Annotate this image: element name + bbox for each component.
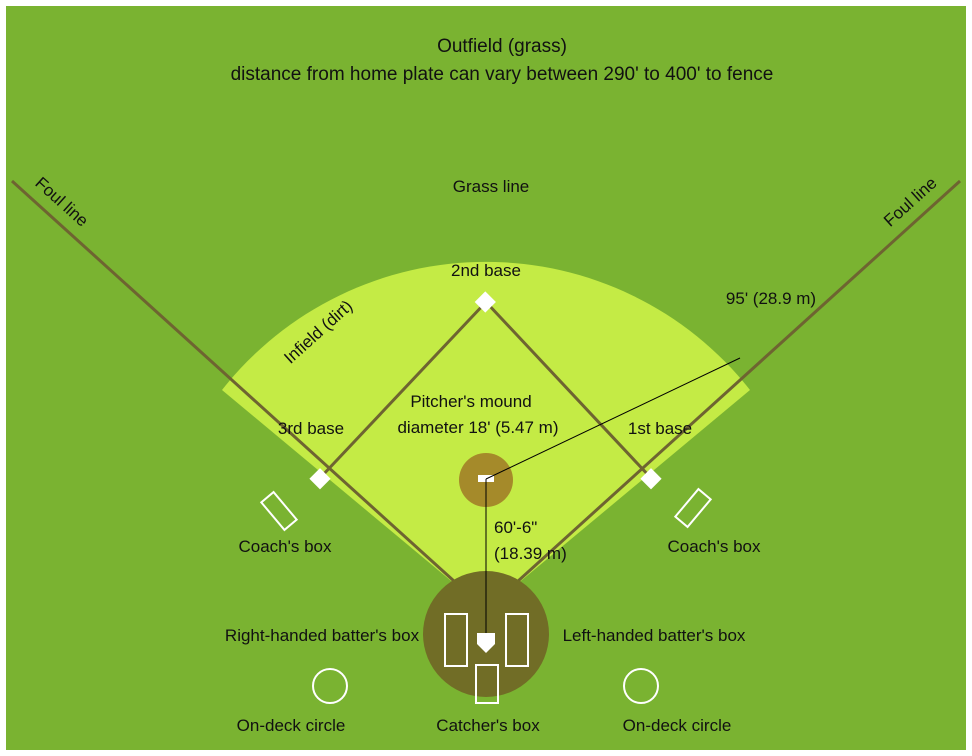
home-plate <box>477 633 495 653</box>
base-path-2nd-3rd <box>318 300 488 480</box>
rh-batters-box-label: Right-handed batter's box <box>225 626 420 645</box>
second-base-label: 2nd base <box>451 261 521 280</box>
coachs-box-left <box>259 490 299 532</box>
first-base <box>640 468 662 490</box>
base-path-2nd-1st <box>484 300 653 480</box>
lh-batters-box-label: Left-handed batter's box <box>563 626 746 645</box>
second-base <box>474 291 496 313</box>
on-deck-circle-left <box>312 668 348 704</box>
pitchers-mound-label-1: Pitcher's mound <box>410 392 531 411</box>
catchers-box-label: Catcher's box <box>436 716 540 735</box>
foul-line-left <box>10 179 488 612</box>
radius-label: 95' (28.9 m) <box>726 289 816 308</box>
on-deck-right-label: On-deck circle <box>623 716 732 735</box>
radius-line-95ft <box>485 357 741 480</box>
on-deck-left-label: On-deck circle <box>237 716 346 735</box>
coachs-box-right <box>673 487 713 529</box>
coachs-box-right-label: Coach's box <box>667 537 761 556</box>
distance-label-2: (18.39 m) <box>494 544 567 563</box>
third-base <box>309 468 331 490</box>
on-deck-circle-right <box>623 668 659 704</box>
left-handed-batters-box <box>505 613 529 667</box>
title-line-1: Outfield (grass) <box>437 36 567 57</box>
coachs-box-left-label: Coach's box <box>238 537 332 556</box>
catchers-box <box>475 664 499 704</box>
right-handed-batters-box <box>444 613 468 667</box>
grass-line-label: Grass line <box>453 177 530 196</box>
title-line-2: distance from home plate can vary betwee… <box>231 64 774 85</box>
distance-label-1: 60'-6" <box>494 518 537 537</box>
foul-line-right <box>484 179 962 612</box>
pitchers-mound-label-2: diameter 18' (5.47 m) <box>397 418 558 437</box>
first-base-label: 1st base <box>628 419 692 438</box>
infield-dirt <box>222 261 750 610</box>
third-base-label: 3rd base <box>278 419 344 438</box>
